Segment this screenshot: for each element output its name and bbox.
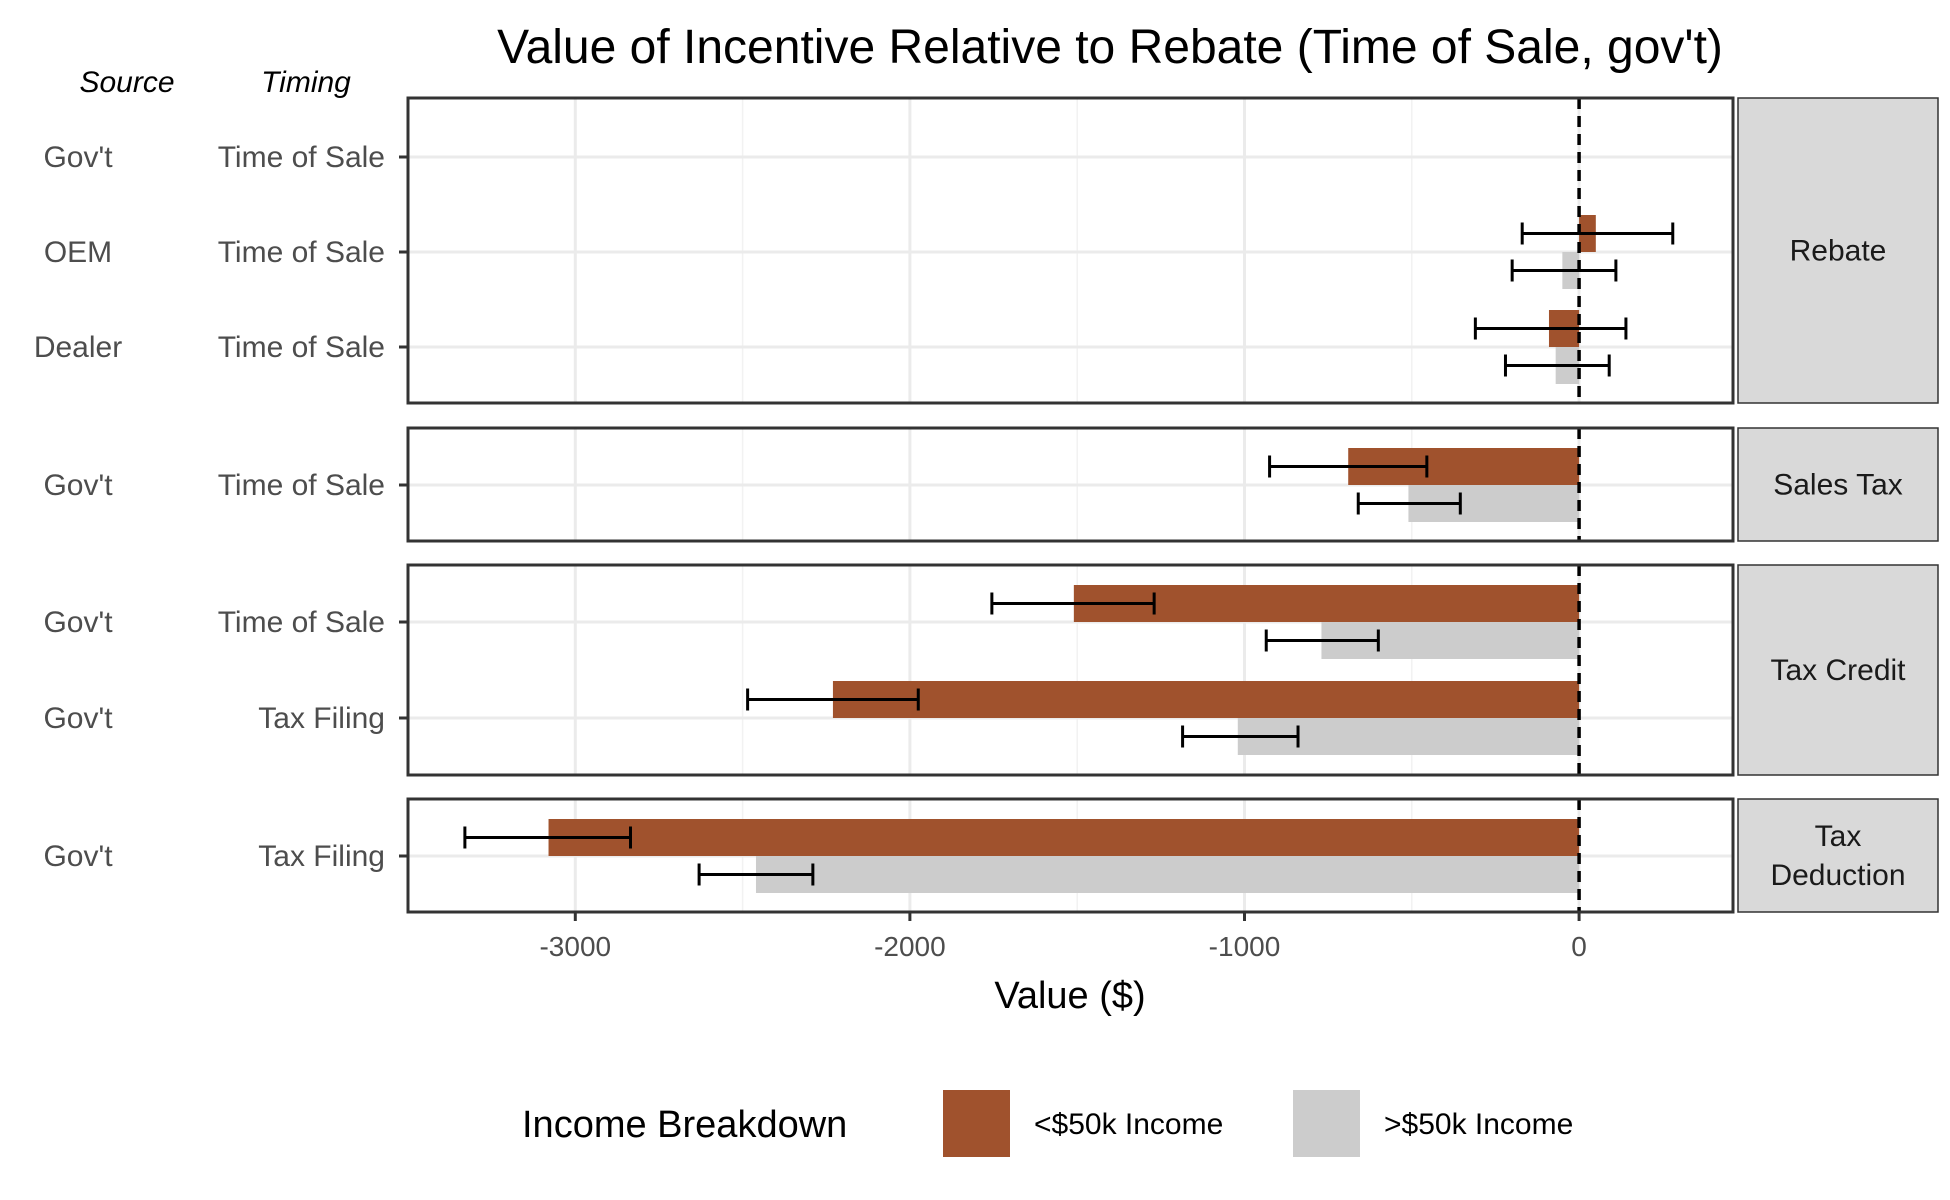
facet-strip xyxy=(1737,564,1939,776)
facet-strip-label: Sales Tax xyxy=(1773,469,1903,502)
timing-column-header: Timing xyxy=(261,66,351,99)
facet-strip-label: Rebate xyxy=(1790,235,1887,268)
error-bar-low-income xyxy=(463,826,633,849)
error-bar-high-income xyxy=(1264,629,1380,652)
row-source-label: OEM xyxy=(44,236,112,269)
bar-high-income xyxy=(755,856,1580,893)
legend-label: >$50k Income xyxy=(1384,1108,1573,1141)
panel-sales-tax: Gov't Time of Sale Sales Tax xyxy=(43,426,1939,543)
facet-strip xyxy=(1737,97,1939,404)
row-source-label: Gov't xyxy=(43,469,113,502)
error-bar-low-income xyxy=(1268,455,1429,478)
panel-tax-credit: Gov't Time of Sale Gov't Tax Filing Tax Cred… xyxy=(43,563,1939,777)
panel-rebate: Gov't Time of Sale OEM Time of Sale Dealer Ti… xyxy=(34,96,1939,405)
facet-strip xyxy=(1737,798,1939,913)
row-source-label: Gov't xyxy=(43,606,113,639)
panel-tax-deduction: Gov't Tax Filing Tax Deduction xyxy=(43,797,1939,914)
chart-panels: Gov't Time of Sale OEM Time of Sale Dealer Ti… xyxy=(34,96,1939,914)
source-column-header: Source xyxy=(79,66,174,99)
legend-key xyxy=(1293,1090,1360,1157)
error-bar-high-income xyxy=(1510,259,1618,282)
chart-title: Value of Incentive Relative to Rebate (T… xyxy=(497,21,1723,74)
x-tick-label: -3000 xyxy=(539,931,611,962)
row-timing-label: Tax Filing xyxy=(258,840,385,873)
row-timing-label: Time of Sale xyxy=(218,236,385,269)
x-tick-label: -2000 xyxy=(874,931,946,962)
error-bar-low-income xyxy=(1520,222,1675,245)
error-bar-low-income xyxy=(1473,317,1628,340)
row-timing-label: Time of Sale xyxy=(218,331,385,364)
legend: Income Breakdown <$50k Income >$50k Income xyxy=(522,1090,1573,1157)
x-tick-label: 0 xyxy=(1571,931,1587,962)
x-axis-title: Value ($) xyxy=(994,975,1145,1017)
panel-border xyxy=(406,563,1735,777)
error-bar-low-income xyxy=(746,688,920,711)
row-timing-label: Tax Filing xyxy=(258,702,385,735)
row-source-label: Gov't xyxy=(43,141,113,174)
row-timing-label: Time of Sale xyxy=(218,141,385,174)
x-tick-label: -1000 xyxy=(1209,931,1281,962)
facet-strip xyxy=(1737,427,1939,542)
bar-low-income xyxy=(832,681,1580,718)
legend-title: Income Breakdown xyxy=(522,1104,847,1146)
row-timing-label: Time of Sale xyxy=(218,606,385,639)
row-source-label: Gov't xyxy=(43,840,113,873)
error-bar-high-income xyxy=(1503,354,1611,377)
error-bar-high-income xyxy=(1356,492,1462,515)
legend-label: <$50k Income xyxy=(1034,1108,1223,1141)
legend-key xyxy=(943,1090,1010,1157)
row-source-label: Dealer xyxy=(34,331,122,364)
facet-strip-label: Tax Credit xyxy=(1770,654,1906,687)
bar-low-income xyxy=(1073,585,1580,622)
facet-strip-label: Tax Deduction xyxy=(1770,820,1905,892)
row-timing-label: Time of Sale xyxy=(218,469,385,502)
error-bar-low-income xyxy=(990,592,1156,615)
x-axis: -3000 -2000 -1000 0 xyxy=(539,912,1587,962)
error-bar-high-income xyxy=(1181,725,1300,748)
row-source-label: Gov't xyxy=(43,702,113,735)
error-bar-high-income xyxy=(697,863,815,886)
bar-low-income xyxy=(548,819,1580,856)
